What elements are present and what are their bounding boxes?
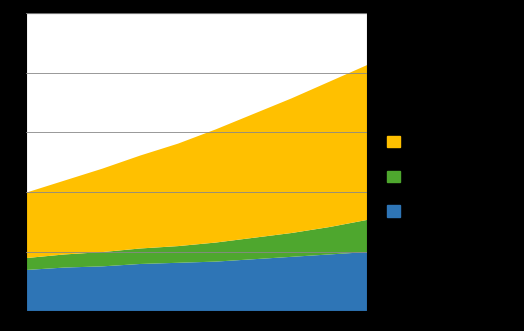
- Legend: , , : , ,: [387, 135, 402, 219]
